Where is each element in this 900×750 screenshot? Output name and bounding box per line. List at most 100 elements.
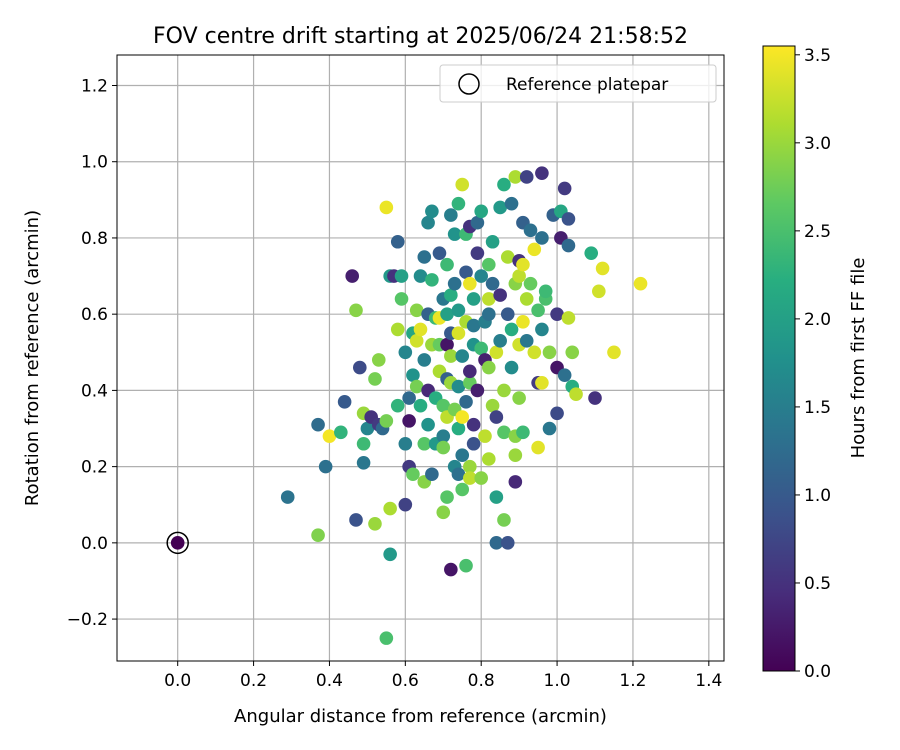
x-tick-label: 0.0 — [164, 671, 191, 691]
colorbar-gradient — [762, 45, 796, 672]
data-point — [349, 303, 363, 318]
data-point — [474, 269, 489, 283]
data-point — [569, 387, 583, 402]
data-point — [535, 231, 549, 245]
data-point — [523, 276, 538, 291]
data-point — [489, 536, 504, 550]
data-point — [406, 368, 420, 382]
data-point — [535, 166, 549, 180]
colorbar-tick-label: 1.5 — [804, 398, 831, 418]
y-tick-label: 1.2 — [81, 76, 108, 96]
data-point — [508, 448, 523, 462]
data-point — [394, 269, 409, 283]
data-point — [417, 250, 432, 264]
data-point — [497, 177, 511, 192]
data-point — [432, 246, 447, 260]
data-point — [527, 345, 542, 360]
x-tick-label: 0.2 — [240, 671, 267, 691]
data-point — [360, 421, 375, 436]
data-point — [474, 341, 489, 356]
data-point — [440, 307, 454, 321]
data-point — [493, 200, 507, 215]
data-point — [406, 467, 420, 482]
data-point — [561, 311, 576, 325]
data-point — [588, 391, 602, 405]
reference-point — [170, 536, 185, 550]
data-point — [481, 307, 496, 321]
chart-title: FOV centre drift starting at 2025/06/24 … — [153, 24, 688, 49]
data-point — [535, 322, 549, 337]
data-point — [592, 284, 606, 299]
data-point — [519, 334, 534, 348]
data-point — [322, 429, 337, 443]
data-point — [500, 250, 515, 264]
x-tick-label: 0.8 — [468, 671, 495, 691]
y-tick-label: 0.8 — [81, 229, 108, 249]
data-point — [436, 440, 451, 455]
data-point — [356, 436, 371, 451]
data-point — [519, 292, 534, 306]
data-point — [311, 528, 325, 543]
y-tick-label: 0.6 — [81, 305, 108, 325]
legend: Reference platepar — [439, 64, 717, 103]
data-point — [504, 322, 519, 337]
data-point — [390, 398, 405, 413]
data-point — [455, 349, 470, 363]
data-point — [459, 265, 473, 280]
data-point — [485, 398, 500, 413]
data-point — [542, 345, 557, 360]
x-tick-label: 1.4 — [695, 671, 722, 691]
data-point — [345, 269, 360, 283]
data-point — [459, 395, 473, 409]
x-tick-label: 1.0 — [544, 671, 571, 691]
data-point — [584, 246, 599, 260]
data-point — [409, 303, 424, 318]
data-point — [512, 269, 526, 283]
colorbar-tick-label: 3.0 — [804, 134, 831, 154]
data-point — [466, 318, 481, 333]
y-axis-ticks: −0.2 0.0 0.2 0.4 0.6 0.8 1.0 1.2 — [67, 76, 117, 630]
data-point — [504, 196, 519, 211]
data-point — [402, 391, 416, 405]
data-point — [470, 215, 485, 230]
grid — [117, 55, 724, 661]
data-point — [455, 482, 470, 497]
data-point — [493, 288, 507, 302]
data-point — [444, 349, 458, 363]
data-point — [451, 303, 466, 318]
data-point — [447, 227, 462, 241]
data-point — [390, 322, 405, 337]
data-point — [516, 257, 530, 272]
data-point — [542, 421, 557, 436]
data-point — [474, 204, 489, 219]
data-point — [444, 208, 458, 222]
data-point — [481, 452, 496, 466]
data-point — [565, 345, 580, 360]
data-point — [550, 406, 564, 421]
plot-frame — [116, 54, 725, 662]
data-point — [318, 459, 333, 474]
data-point — [474, 471, 489, 485]
data-point — [538, 284, 553, 299]
data-point — [527, 242, 542, 257]
data-point — [489, 410, 504, 424]
data-point — [550, 307, 564, 321]
data-point — [466, 292, 481, 306]
data-point — [379, 631, 394, 645]
y-tick-label: −0.2 — [67, 610, 108, 630]
data-point — [334, 425, 348, 440]
y-tick-label: 0.0 — [81, 534, 108, 554]
data-point — [390, 234, 405, 249]
data-point — [481, 257, 496, 272]
data-point — [413, 398, 428, 413]
data-point — [280, 490, 295, 504]
colorbar-tick-label: 0.5 — [804, 574, 831, 594]
data-point — [353, 360, 367, 375]
data-point — [409, 379, 424, 394]
data-point — [436, 505, 451, 520]
data-point — [451, 196, 466, 211]
data-point — [497, 383, 511, 398]
data-point — [512, 391, 526, 405]
data-point — [500, 307, 515, 321]
